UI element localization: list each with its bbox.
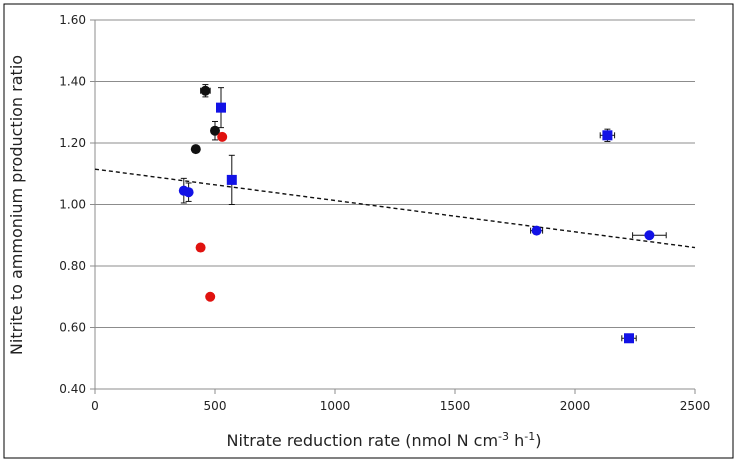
x-tick-label: 500 (204, 399, 227, 413)
red-circles-point (217, 131, 228, 142)
y-tick-label: 1.00 (59, 198, 86, 212)
gridlines (95, 19, 695, 328)
y-tick-label: 1.20 (59, 136, 86, 150)
chart-frame (3, 3, 734, 459)
y-tick-label: 0.40 (59, 382, 86, 396)
blue-squares-point (602, 130, 613, 141)
trendline (94, 168, 696, 249)
x-tick-label: 0 (91, 399, 99, 413)
y-tick-label: 0.80 (59, 259, 86, 273)
y-axis-title: Nitrite to ammonium production ratio (7, 55, 26, 355)
y-tick-label: 1.40 (59, 75, 86, 89)
blue-squares-point (226, 174, 237, 185)
axes (90, 19, 696, 394)
y-tick-label: 1.60 (59, 13, 86, 27)
black-circles-point (190, 144, 201, 155)
x-axis-title: Nitrate reduction rate (nmol N cm-3 h-1) (227, 430, 542, 450)
y-tick-label: 0.60 (59, 321, 86, 335)
black-circles-point (200, 85, 211, 96)
blue-circles-point (183, 187, 194, 198)
data-points (178, 84, 667, 344)
x-tick-label: 1500 (440, 399, 471, 413)
black-circles-point (210, 125, 220, 136)
x-tick-label: 2000 (560, 399, 591, 413)
red-circles-point (195, 242, 206, 253)
red-circles-point (205, 291, 216, 302)
x-tick-label: 1000 (320, 399, 351, 413)
blue-squares-point (216, 102, 226, 113)
blue-circles-point (644, 230, 655, 241)
blue-circles-point (531, 225, 542, 236)
trendline-group (94, 168, 696, 249)
tick-labels: 0.40 0.60 0.80 1.00 1.20 1.40 1.60 0 500 1000 1500… (59, 13, 710, 413)
blue-squares-point (624, 333, 634, 344)
x-tick-label: 2500 (680, 399, 711, 413)
